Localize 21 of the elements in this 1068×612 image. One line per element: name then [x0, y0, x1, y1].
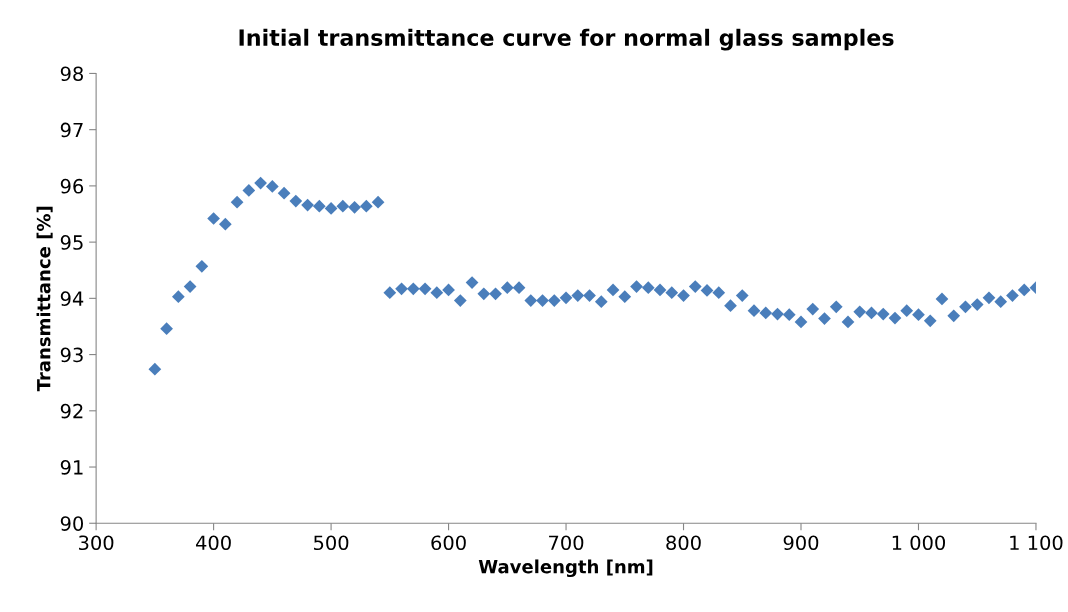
y-tick-label: 96 [60, 178, 84, 194]
x-tick-label: 400 [195, 535, 231, 551]
x-tick-label: 500 [314, 535, 349, 551]
x-tick-label: 800 [666, 535, 701, 551]
y-axis-title: Transmittance [%] [36, 206, 53, 392]
x-tick-label: 600 [431, 535, 466, 551]
y-tick-label: 90 [60, 516, 84, 531]
y-tick-label: 91 [60, 459, 83, 475]
x-axis-title: Wavelength [nm] [478, 559, 653, 578]
y-tick-label: 94 [60, 291, 84, 307]
y-tick-label: 92 [60, 403, 83, 419]
x-tick-label: 300 [79, 535, 114, 551]
x-tick-label: 900 [783, 535, 819, 551]
y-tick-label: 93 [60, 347, 83, 363]
y-tick-label: 98 [60, 66, 83, 82]
x-tick-label: 1 100 [1010, 535, 1063, 551]
x-tick-label: 700 [549, 535, 584, 551]
chart-title: Initial transmittance curve for normal glass samples [239, 28, 894, 51]
y-tick-label: 97 [60, 122, 83, 138]
x-tick-label: 1 000 [892, 535, 946, 551]
y-tick-label: 95 [60, 235, 83, 250]
